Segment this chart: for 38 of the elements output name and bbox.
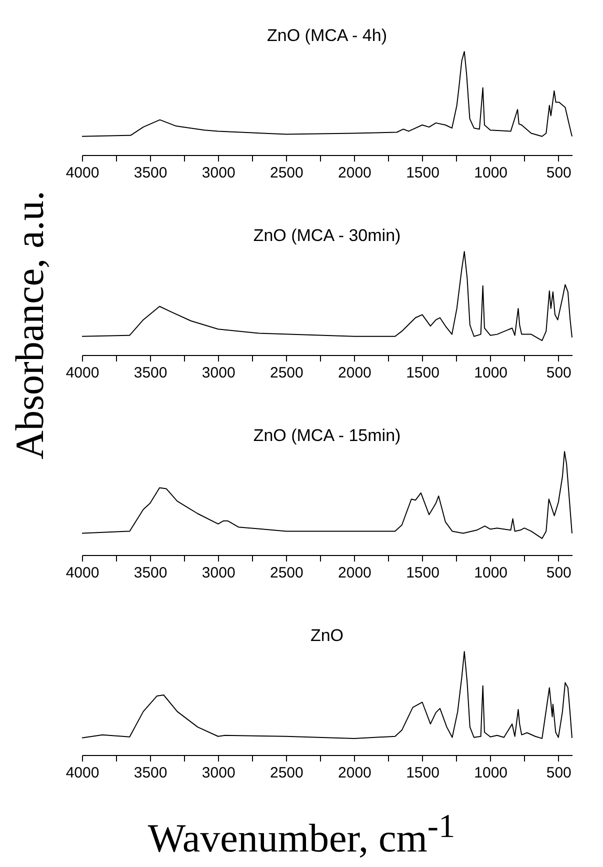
x-tick-label: 500: [546, 564, 572, 582]
x-tick-label: 1500: [406, 764, 440, 782]
x-tick-label: 1000: [474, 164, 508, 182]
chart-title: ZnO (MCA - 30min): [253, 226, 401, 245]
x-tick-label: 1500: [406, 164, 440, 182]
x-tick-label: 3000: [202, 364, 236, 382]
x-tick-label: 3500: [134, 364, 168, 382]
x-tick-label: 3500: [134, 764, 168, 782]
x-tick-label: 500: [546, 164, 572, 182]
x-tick-label: 4000: [66, 564, 100, 582]
x-tick-label: 3500: [134, 564, 168, 582]
x-tick-label: 2000: [338, 764, 372, 782]
x-tick-label: 2500: [270, 364, 304, 382]
x-tick-label: 2000: [338, 164, 372, 182]
x-tick-label: 3000: [202, 164, 236, 182]
x-axis-title: Wavenumber, cm$^{-1}$: [146, 808, 456, 862]
x-tick-label: 2500: [270, 764, 304, 782]
x-tick-label: 4000: [66, 164, 100, 182]
x-tick-label: 500: [546, 364, 572, 382]
x-tick-label: 2000: [338, 564, 372, 582]
x-tick-label: 2500: [270, 564, 304, 582]
x-tick-label: 3000: [202, 764, 236, 782]
x-tick-label: 1000: [474, 364, 508, 382]
x-tick-label: 3000: [202, 564, 236, 582]
x-tick-label: 4000: [66, 364, 100, 382]
x-tick-label: 3500: [134, 164, 168, 182]
chart-title: ZnO: [310, 626, 344, 645]
x-tick-label: 1500: [406, 564, 440, 582]
x-tick-label: 1500: [406, 364, 440, 382]
chart-title: ZnO (MCA - 15min): [253, 426, 401, 445]
x-tick-label: 2000: [338, 364, 372, 382]
y-axis-title: Absorbance, a.u.: [6, 190, 53, 462]
x-tick-label: 1000: [474, 764, 508, 782]
x-tick-label: 500: [546, 764, 572, 782]
x-tick-label: 2500: [270, 164, 304, 182]
chart-title: ZnO (MCA - 4h): [267, 26, 387, 45]
x-tick-label: 1000: [474, 564, 508, 582]
x-tick-label: 4000: [66, 764, 100, 782]
